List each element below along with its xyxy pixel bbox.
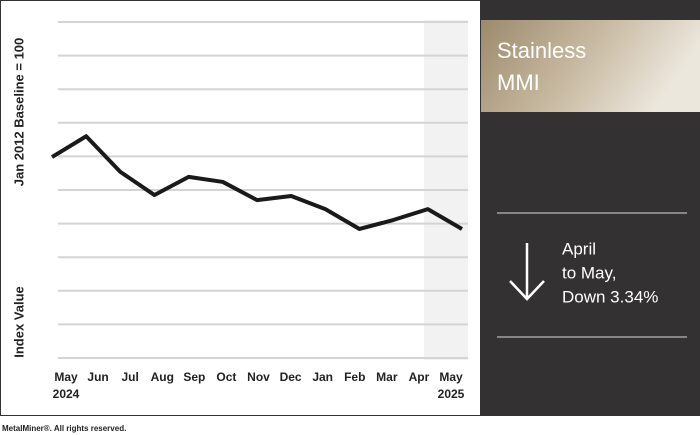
x-tick-label: Nov	[247, 370, 270, 384]
footer: MetalMiner®. All rights reserved.	[2, 424, 126, 433]
x-tick-label: Sep	[183, 370, 205, 384]
panel-title: MMI	[497, 70, 540, 95]
panel-title: Stainless	[497, 38, 586, 63]
x-tick-label: Oct	[216, 370, 236, 384]
chart-frame	[0, 0, 481, 416]
x-tick-label: Dec	[280, 370, 302, 384]
y-axis-label: Jan 2012 Baseline = 100	[11, 38, 26, 187]
down-arrow	[509, 243, 545, 301]
x-tick-label: Apr	[409, 370, 430, 384]
x-year-label: 2025	[438, 387, 465, 401]
x-tick-label: May	[439, 370, 463, 384]
x-tick-label: May	[54, 370, 78, 384]
x-tick-label: Aug	[151, 370, 174, 384]
x-tick-label: Feb	[344, 370, 365, 384]
x-year-label: 2024	[53, 387, 80, 401]
data-line	[50, 134, 464, 231]
y-axis-label: Index Value	[11, 286, 26, 358]
x-tick-label: Mar	[376, 370, 398, 384]
change-text: Down 3.34%	[562, 287, 658, 306]
change-text: to May,	[562, 263, 616, 282]
x-tick-label: Jan	[312, 370, 333, 384]
change-text: April	[562, 239, 596, 258]
x-tick-label: Jul	[121, 370, 138, 384]
x-tick-label: Jun	[87, 370, 108, 384]
panel-header	[481, 20, 700, 112]
